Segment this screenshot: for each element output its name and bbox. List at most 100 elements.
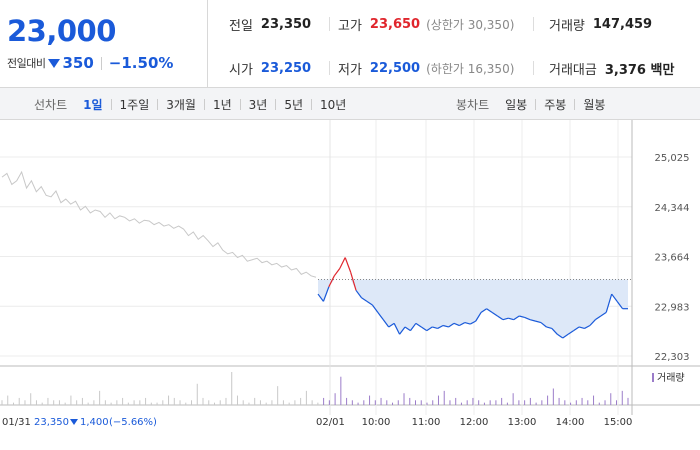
current-day-series-segment	[339, 257, 346, 269]
stat-label: 저가	[338, 63, 362, 78]
current-price-box: 23,000 전일대비 350 −1.50%	[0, 0, 208, 88]
current-day-series-segment	[409, 322, 417, 331]
current-day-series-segment	[578, 326, 585, 330]
volume-legend-label: 거래량	[657, 372, 685, 384]
current-day-series-segment	[600, 311, 607, 317]
x-tick-label: 13:00	[508, 417, 537, 428]
current-day-series-segment	[333, 268, 341, 277]
prev-day-date: 01/31	[2, 417, 31, 428]
stat-label: 거래량	[549, 19, 585, 34]
current-day-series-segment	[344, 257, 352, 273]
current-day-series-segment	[480, 308, 487, 313]
current-day-series-segment	[556, 333, 564, 339]
stat-value: 23,650	[369, 17, 421, 32]
period-tab[interactable]: 10년	[320, 97, 347, 112]
y-tick-label: 25,025	[655, 153, 690, 164]
candle-chart-title: 봉차트	[456, 97, 490, 112]
y-tick-label: 22,983	[655, 302, 690, 313]
current-day-series-segment	[567, 330, 574, 335]
current-day-series-segment	[611, 293, 618, 302]
current-day-series-segment	[546, 326, 553, 330]
prev-day-series-line	[1, 170, 317, 278]
stat-sub: (하한가 16,350)	[426, 62, 515, 76]
period-tab[interactable]: 5년	[284, 97, 304, 112]
tab-divider	[157, 98, 159, 110]
current-day-series-segment	[426, 326, 433, 332]
current-day-series-segment	[616, 301, 624, 310]
candle-tab[interactable]: 월봉	[583, 97, 606, 112]
x-tick-label: 14:00	[556, 417, 585, 428]
stat-low: 저가 22,500 (하한가 16,350)	[338, 59, 514, 78]
stat-high: 고가 23,650 (상한가 30,350)	[338, 15, 514, 34]
current-day-series-segment	[371, 304, 379, 313]
stat-trade-value: 거래대금 3,376 백만	[549, 59, 674, 78]
x-tick-label: 10:00	[362, 417, 391, 428]
current-day-series-segment	[322, 286, 330, 302]
stat-value: 3,376 백만	[604, 63, 675, 78]
tab-divider	[275, 98, 277, 110]
price-chart-svg: 25,025 24,344 23,664 22,983 22,303 10:00 11:00…	[0, 120, 700, 428]
current-day-series-segment	[317, 293, 324, 302]
current-day-series-segment	[469, 320, 477, 325]
candle-tab[interactable]: 주봉	[544, 97, 567, 112]
stat-label: 고가	[338, 19, 362, 34]
current-day-series-segment	[437, 324, 444, 329]
x-tick-label: 15:00	[604, 417, 633, 428]
stat-sub: (상한가 30,350)	[426, 18, 515, 32]
stat-value: 23,250	[260, 61, 312, 76]
stat-label: 거래대금	[549, 63, 597, 78]
current-day-series-segment	[491, 311, 498, 317]
stat-prev-close: 전일 23,350	[229, 15, 311, 34]
change-label: 전일대비	[7, 57, 46, 70]
x-tick-label: 12:00	[460, 417, 489, 428]
period-tab[interactable]: 1일	[83, 97, 103, 112]
current-day-series-segment	[551, 328, 558, 335]
current-day-series-segment	[442, 324, 449, 328]
period-tab[interactable]: 1년	[212, 97, 232, 112]
divider	[533, 61, 534, 75]
divider	[533, 17, 534, 31]
current-day-series-segment	[382, 319, 390, 328]
tab-divider	[311, 98, 313, 110]
period-tab[interactable]: 3개월	[166, 97, 196, 112]
current-day-series-segment	[508, 317, 514, 321]
change-amount: 350	[62, 54, 94, 72]
current-day-series-segment	[605, 293, 613, 313]
current-day-series-segment	[502, 317, 509, 321]
current-day-series-segment	[415, 322, 422, 328]
current-day-series-segment	[475, 312, 482, 322]
current-day-series-segment	[589, 319, 596, 326]
current-day-series-segment	[497, 315, 504, 321]
current-day-series-segment	[448, 322, 455, 328]
current-day-series-segment	[486, 308, 493, 313]
candle-tab[interactable]: 일봉	[505, 97, 528, 112]
stock-stats: 전일 23,350 고가 23,650 (상한가 30,350) 거래량 147…	[209, 0, 700, 88]
stock-summary: 23,000 전일대비 350 −1.50% 전일 23,350 고가 23,6…	[0, 0, 700, 88]
stat-label: 전일	[229, 19, 253, 34]
current-day-series-segment	[420, 326, 428, 332]
current-day-series-segment	[366, 300, 373, 306]
current-day-series-segment	[595, 315, 602, 321]
period-tab[interactable]: 3년	[248, 97, 268, 112]
divider	[329, 17, 330, 31]
prev-day-change: 1,400	[80, 417, 109, 428]
down-arrow-icon	[70, 419, 78, 425]
current-day-series-segment	[388, 322, 395, 328]
current-day-date: 02/01	[316, 417, 345, 428]
divider	[329, 61, 330, 75]
y-tick-label: 22,303	[655, 352, 690, 363]
current-day-series-segment	[584, 324, 591, 329]
change-percent: −1.50%	[108, 54, 174, 72]
period-tab[interactable]: 1주일	[119, 97, 150, 112]
down-arrow-icon	[48, 58, 61, 68]
x-tick-label: 11:00	[412, 417, 441, 428]
tab-divider	[203, 98, 205, 110]
divider	[100, 56, 102, 70]
y-tick-label: 24,344	[655, 203, 690, 214]
current-day-series-segment	[562, 333, 569, 339]
current-day-series-segment	[432, 326, 438, 330]
line-chart-title: 선차트	[34, 97, 68, 112]
below-reference-area	[318, 279, 628, 338]
current-day-series-segment	[350, 271, 357, 291]
current-day-series-segment	[513, 315, 520, 321]
